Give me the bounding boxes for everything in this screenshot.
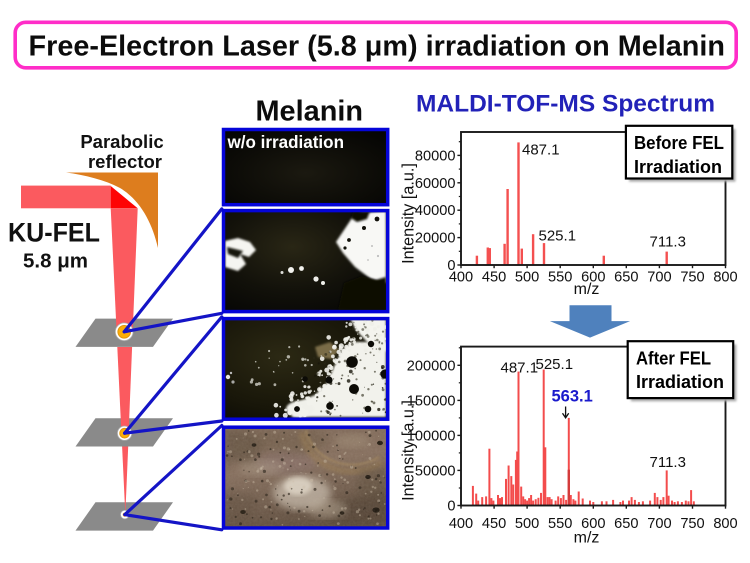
svg-text:750: 750 (680, 270, 704, 286)
svg-text:w/o irradiation: w/o irradiation (227, 132, 344, 152)
svg-text:Parabolic: Parabolic (80, 131, 163, 152)
svg-text:Free-Electron Laser (5.8 μm) i: Free-Electron Laser (5.8 μm) irradiation… (29, 31, 726, 63)
svg-text:400: 400 (449, 516, 473, 532)
svg-text:5.8 μm: 5.8 μm (23, 250, 88, 273)
svg-text:Intensity [a.u.]: Intensity [a.u.] (400, 163, 418, 264)
svg-text:After FEL: After FEL (636, 348, 711, 369)
svg-text:400: 400 (449, 270, 473, 286)
svg-text:50000: 50000 (415, 463, 456, 479)
svg-text:600: 600 (581, 270, 605, 286)
svg-text:650: 650 (614, 270, 638, 286)
svg-text:650: 650 (614, 516, 638, 532)
svg-text:750: 750 (680, 516, 704, 532)
svg-text:487.1: 487.1 (501, 359, 539, 376)
svg-text:563.1: 563.1 (552, 388, 593, 406)
svg-text:MALDI-TOF-MS Spectrum: MALDI-TOF-MS Spectrum (416, 91, 715, 118)
svg-text:Before FEL: Before FEL (634, 132, 724, 153)
svg-text:500: 500 (515, 270, 539, 286)
svg-text:711.3: 711.3 (650, 234, 686, 251)
svg-text:20000: 20000 (415, 231, 456, 247)
svg-text:711.3: 711.3 (650, 454, 686, 471)
svg-text:700: 700 (647, 270, 671, 286)
svg-text:0: 0 (447, 258, 455, 274)
svg-text:Irradiation: Irradiation (634, 156, 722, 177)
svg-text:m/z: m/z (574, 530, 600, 547)
svg-text:487.1: 487.1 (522, 142, 560, 159)
svg-text:100000: 100000 (407, 428, 456, 444)
svg-text:600: 600 (581, 516, 605, 532)
svg-text:450: 450 (482, 516, 506, 532)
svg-text:500: 500 (515, 516, 539, 532)
svg-text:150000: 150000 (407, 393, 456, 409)
svg-text:Melanin: Melanin (256, 96, 364, 128)
svg-text:700: 700 (647, 516, 671, 532)
svg-text:525.1: 525.1 (539, 228, 577, 245)
svg-text:Irradiation: Irradiation (636, 371, 724, 392)
svg-text:550: 550 (548, 270, 572, 286)
svg-text:KU-FEL: KU-FEL (8, 218, 100, 248)
svg-text:800: 800 (713, 516, 737, 532)
svg-text:550: 550 (548, 516, 572, 532)
svg-text:Intensity [a.u.]: Intensity [a.u.] (400, 400, 418, 501)
svg-text:60000: 60000 (415, 176, 456, 192)
svg-text:80000: 80000 (415, 148, 456, 164)
svg-text:0: 0 (447, 499, 455, 515)
svg-text:reflector: reflector (88, 151, 162, 172)
svg-text:200000: 200000 (407, 358, 456, 374)
svg-text:m/z: m/z (574, 281, 600, 298)
svg-text:40000: 40000 (415, 203, 456, 219)
svg-text:450: 450 (482, 270, 506, 286)
svg-text:525.1: 525.1 (536, 356, 574, 373)
svg-text:800: 800 (713, 270, 737, 286)
